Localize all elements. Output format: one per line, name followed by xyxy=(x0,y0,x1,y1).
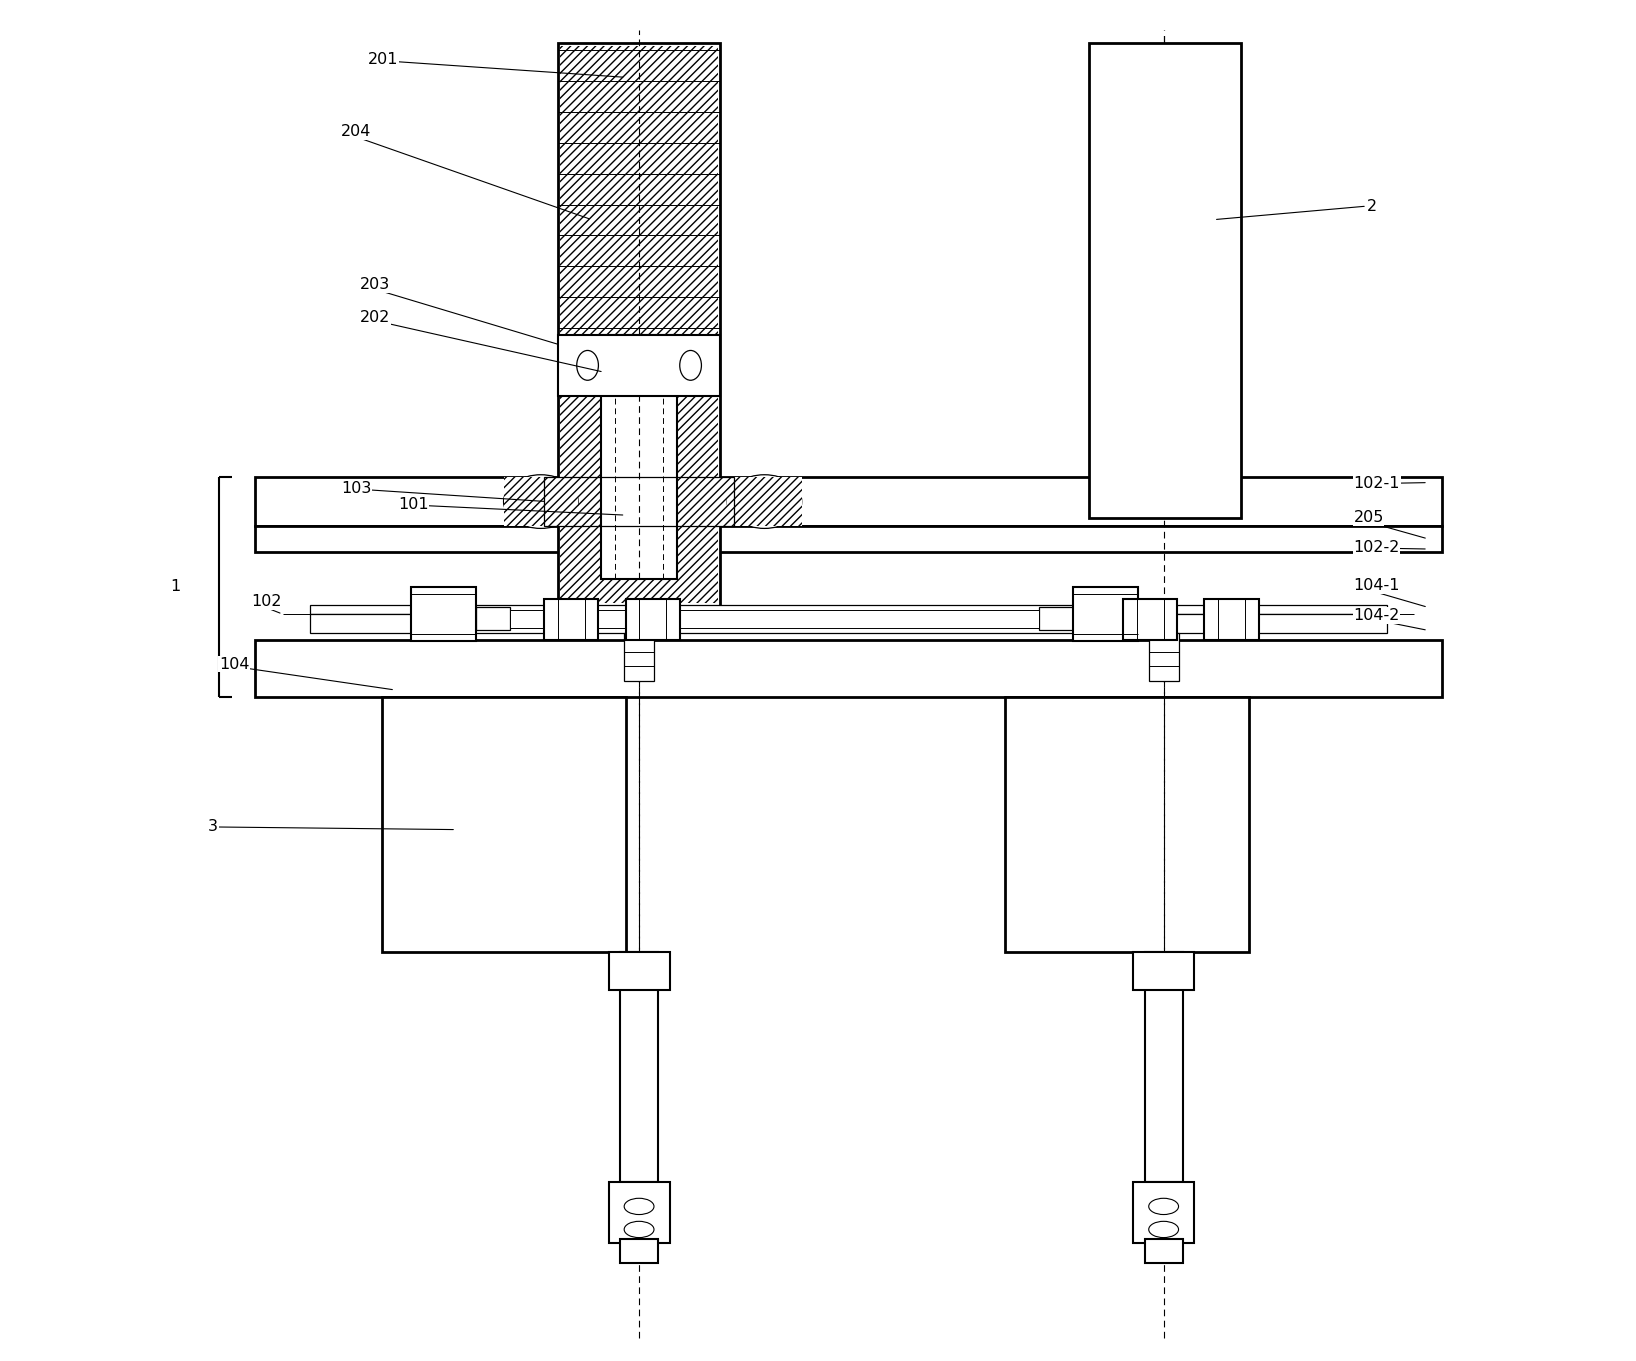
Text: 104-2: 104-2 xyxy=(1353,608,1400,623)
Bar xyxy=(381,697,625,951)
Bar xyxy=(561,46,718,603)
Bar xyxy=(545,599,599,640)
Ellipse shape xyxy=(504,475,578,528)
Bar xyxy=(1039,607,1073,630)
Text: 202: 202 xyxy=(360,310,391,325)
Bar xyxy=(625,633,654,680)
Bar xyxy=(255,525,1441,551)
Ellipse shape xyxy=(625,1221,654,1237)
Bar xyxy=(726,478,802,525)
Text: 205: 205 xyxy=(1353,510,1384,525)
Bar xyxy=(1090,44,1240,517)
Bar xyxy=(545,478,735,525)
Bar xyxy=(558,335,720,396)
Bar xyxy=(476,607,510,630)
Text: 104: 104 xyxy=(219,657,249,672)
Bar xyxy=(1134,1181,1194,1243)
Ellipse shape xyxy=(726,475,802,528)
Bar xyxy=(558,44,720,606)
Bar xyxy=(255,478,1441,525)
Bar xyxy=(411,587,476,641)
Bar xyxy=(1005,697,1248,951)
Bar xyxy=(510,610,1039,627)
Bar xyxy=(609,951,669,989)
Bar xyxy=(1073,587,1139,641)
Text: 102-2: 102-2 xyxy=(1353,540,1400,555)
Bar xyxy=(504,478,578,525)
Ellipse shape xyxy=(1148,1198,1178,1214)
Bar xyxy=(1145,951,1183,1181)
Text: 101: 101 xyxy=(398,497,429,512)
Bar xyxy=(255,640,1441,697)
Bar xyxy=(726,478,802,525)
Text: 102: 102 xyxy=(252,595,281,610)
Text: 3: 3 xyxy=(208,819,218,834)
Bar xyxy=(545,478,735,525)
Bar xyxy=(309,614,1387,633)
Bar xyxy=(1204,599,1258,640)
Bar xyxy=(504,478,578,525)
Bar xyxy=(309,604,1387,614)
Ellipse shape xyxy=(625,1198,654,1214)
Text: 104-1: 104-1 xyxy=(1353,578,1400,593)
Bar xyxy=(625,599,679,640)
Ellipse shape xyxy=(1148,1221,1178,1237)
Ellipse shape xyxy=(578,350,599,380)
Text: 2: 2 xyxy=(1368,199,1378,214)
Text: 1: 1 xyxy=(170,580,180,595)
Bar xyxy=(1122,599,1178,640)
Text: 103: 103 xyxy=(340,480,371,495)
Bar xyxy=(620,1239,658,1263)
Bar xyxy=(609,1181,669,1243)
Bar xyxy=(620,951,658,1181)
Text: 102-1: 102-1 xyxy=(1353,476,1400,491)
Text: 203: 203 xyxy=(360,278,389,293)
Bar xyxy=(1148,633,1178,680)
Text: 204: 204 xyxy=(340,124,371,139)
Bar xyxy=(1145,1239,1183,1263)
Text: 201: 201 xyxy=(368,52,399,67)
Bar xyxy=(600,335,677,578)
Bar xyxy=(1134,951,1194,989)
Ellipse shape xyxy=(679,350,702,380)
